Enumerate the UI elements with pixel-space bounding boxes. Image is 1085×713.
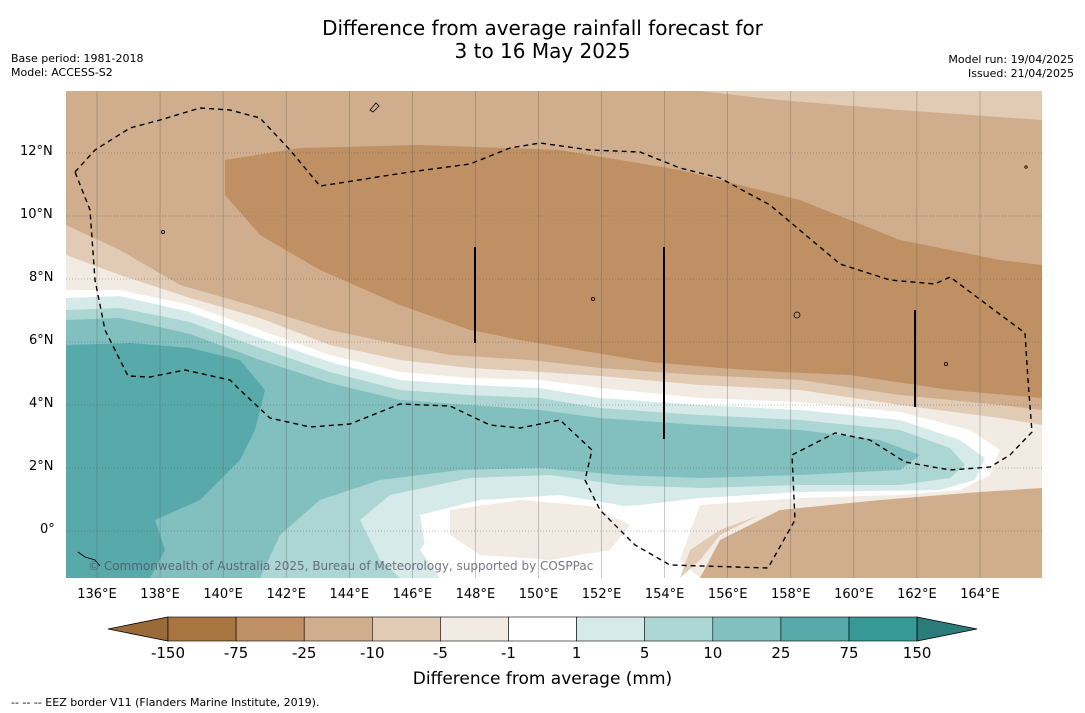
- colorbar-tick-label: -1: [501, 644, 516, 662]
- colorbar-segment: [440, 616, 509, 642]
- fill-dry-light-bottom: [680, 515, 760, 578]
- lon-label: 136°E: [77, 587, 117, 602]
- colorbar-tick-label: 5: [639, 644, 650, 662]
- lon-label: 146°E: [392, 587, 433, 602]
- lon-label: 138°E: [140, 587, 180, 602]
- colorbar-tick-label: -5: [432, 644, 448, 662]
- meta-left: Base period: 1981-2018 Model: ACCESS-S2: [11, 52, 143, 80]
- lon-label: 144°E: [329, 587, 370, 602]
- island: [160, 229, 165, 234]
- lon-label: 160°E: [834, 587, 874, 602]
- colorbar-segment: [644, 616, 714, 642]
- colorbar-segment: [712, 616, 782, 642]
- map-title-line1: Difference from average rainfall forecas…: [322, 16, 763, 40]
- colorbar-tick-label: 150: [902, 644, 932, 662]
- fill-neutral-dry-pocket: [450, 500, 630, 560]
- colorbar-segment: [167, 616, 237, 642]
- island: [944, 361, 949, 366]
- base-period-text: Base period: 1981-2018: [11, 52, 144, 65]
- lon-label: 152°E: [581, 587, 622, 602]
- lon-label: 156°E: [707, 587, 748, 602]
- lat-label: 4°N: [29, 396, 54, 411]
- meta-right: Model run: 19/04/2025 Issued: 21/04/2025: [948, 53, 1074, 81]
- lon-label: 162°E: [897, 587, 937, 602]
- lon-label: 148°E: [455, 587, 496, 602]
- fill-dry-bottom-right: [700, 488, 1042, 578]
- colorbar-segment: [303, 616, 373, 642]
- colorbar-segment: [371, 616, 441, 642]
- colorbar-tick-label: -75: [223, 644, 249, 662]
- boundary-lines: [474, 247, 916, 439]
- lat-label: 2°N: [29, 459, 54, 474]
- island: [77, 551, 101, 567]
- copyright-text: © Commonwealth of Australia 2025, Bureau…: [88, 559, 594, 573]
- fill-dry-light-top: [700, 91, 1042, 120]
- island: [369, 102, 380, 113]
- lon-label: 142°E: [266, 587, 306, 602]
- colorbar-tick-label: -150: [150, 644, 186, 662]
- colorbar-arrow-left: [107, 616, 169, 642]
- island: [1024, 165, 1028, 169]
- eez-border-palau-fsm: [74, 107, 1033, 569]
- colorbar-segment: [780, 616, 850, 642]
- colorbar-segment: [848, 616, 918, 642]
- lon-label: 158°E: [771, 587, 811, 602]
- colorbar-segment: [576, 616, 645, 642]
- colorbar-tick-label: -25: [291, 644, 317, 662]
- gridlines: [66, 152, 1042, 532]
- lon-label: 164°E: [960, 587, 1000, 602]
- island: [591, 296, 596, 301]
- colorbar-tick-label: 1: [571, 644, 582, 662]
- lat-label: 12°N: [20, 144, 53, 159]
- map-title-line2: 3 to 16 May 2025: [454, 39, 631, 63]
- lat-label: 0°: [40, 522, 55, 537]
- lat-label: 10°N: [20, 207, 53, 222]
- lat-label: 6°N: [29, 333, 54, 348]
- colorbar-arrow-right: [916, 616, 978, 642]
- lon-label: 150°E: [518, 587, 559, 602]
- model-run-text: Model run: 19/04/2025: [948, 53, 1074, 66]
- footnote-eez: -- -- -- EEZ border V11 (Flanders Marine…: [11, 696, 320, 709]
- eez-borders: [74, 107, 1033, 569]
- island: [793, 311, 801, 319]
- colorbar-tick-label: -10: [360, 644, 385, 662]
- colorbar-tick-label: 75: [839, 644, 859, 662]
- contour-fills: [66, 91, 1042, 578]
- issued-text: Issued: 21/04/2025: [967, 67, 1074, 80]
- lon-label: 140°E: [203, 587, 243, 602]
- colorbar-segment: [235, 616, 305, 642]
- colorbar-tick-label: 25: [771, 644, 791, 662]
- fill-wet-strong: [66, 343, 265, 578]
- fill-dry-strong: [225, 145, 1042, 398]
- colorbar-title: Difference from average (mm): [412, 669, 673, 689]
- lon-label: 154°E: [644, 587, 685, 602]
- fill-wet: [66, 318, 920, 578]
- lat-label: 8°N: [29, 270, 54, 285]
- model-text: Model: ACCESS-S2: [11, 66, 113, 79]
- islands: [77, 102, 1028, 567]
- colorbar-segment: [508, 616, 577, 642]
- colorbar-tick-label: 10: [703, 644, 723, 662]
- colorbar: [107, 616, 978, 642]
